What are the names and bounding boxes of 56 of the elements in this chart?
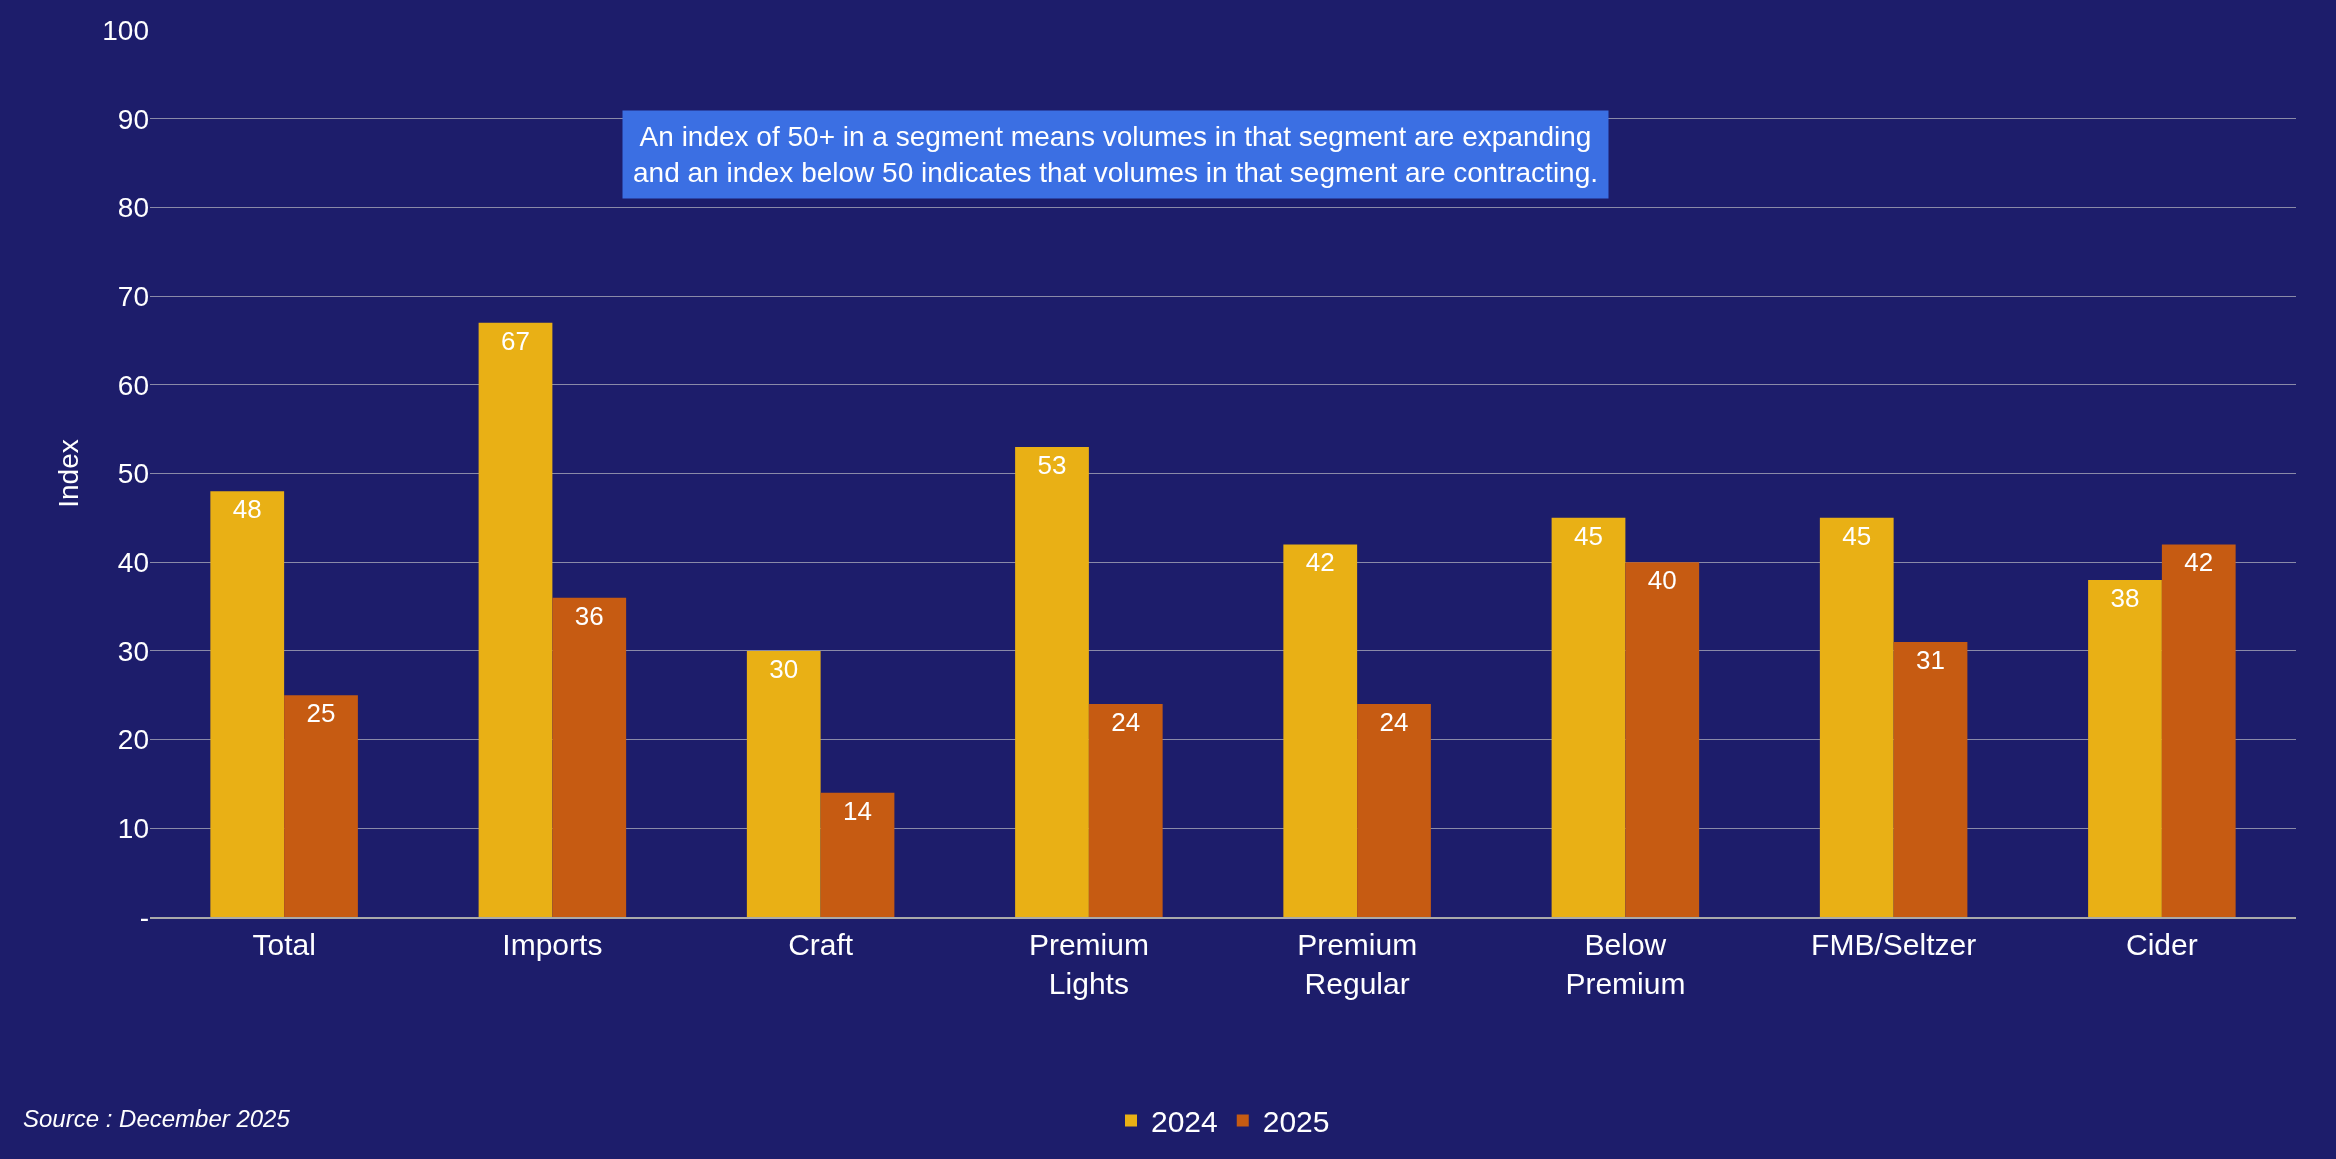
bar: [2088, 579, 2162, 917]
data-label: 53: [1037, 449, 1067, 480]
x-tick-label: Imports: [502, 928, 603, 961]
y-tick-label: 30: [117, 635, 149, 667]
y-tick-label: -: [139, 901, 149, 933]
annotation: An index of 50+ in a segment means volumes in that segment are expanding and an index below 50 indicates that volumes in that segment are contracting.: [633, 121, 1599, 189]
y-tick-label: 90: [117, 103, 149, 135]
x-tick-label: Premium Lights: [1028, 928, 1149, 1000]
x-tick-label: FMB/Seltzer: [1811, 928, 1977, 961]
bar: [820, 792, 895, 917]
x-tick-label: Cider: [2126, 928, 2198, 961]
y-tick-label: 100: [102, 14, 149, 46]
x-tick-label: Premium Regular: [1297, 928, 1418, 1000]
bar: [1551, 517, 1626, 917]
bar: [1357, 704, 1431, 917]
y-tick-label: 60: [117, 369, 149, 401]
data-label: 42: [1305, 547, 1335, 578]
data-label: 14: [843, 795, 872, 826]
data-label: 25: [306, 698, 336, 729]
bar: [1015, 446, 1089, 917]
source-note: Source : December 2025: [23, 1105, 291, 1132]
legend-label: 2025: [1262, 1105, 1330, 1139]
data-label: 31: [1916, 645, 1945, 676]
bar: [1283, 544, 1358, 917]
bar: [1819, 517, 1894, 917]
legend-label: 2024: [1151, 1105, 1218, 1139]
bar: [746, 650, 821, 917]
y-tick-label: 70: [117, 280, 149, 312]
x-tick-label: Craft: [788, 928, 854, 961]
bar: [552, 597, 627, 917]
bar: [1893, 642, 1968, 917]
y-tick-label: 40: [117, 547, 149, 578]
x-tick-label: Below Premium: [1565, 928, 1686, 1000]
data-label: 45: [1574, 520, 1603, 551]
data-label: 30: [769, 653, 799, 684]
data-label: 48: [232, 494, 262, 525]
y-tick-label: 10: [117, 813, 149, 845]
y-axis-title: Index: [52, 439, 84, 508]
bar: [284, 695, 358, 917]
data-label: 24: [1379, 707, 1409, 738]
data-label: 45: [1842, 520, 1872, 551]
bar: [1088, 704, 1163, 917]
data-label: 36: [574, 600, 604, 631]
data-label: 40: [1647, 565, 1677, 596]
bar: [1625, 562, 1700, 917]
y-tick-label: 80: [117, 192, 149, 224]
data-label: 38: [2110, 582, 2140, 613]
x-tick-label: Total: [252, 928, 316, 961]
data-label: 42: [2184, 547, 2214, 578]
data-label: 67: [501, 325, 530, 356]
bar: [2161, 544, 2236, 917]
bar: [478, 322, 553, 917]
y-tick-label: 20: [117, 724, 149, 756]
y-tick-label: 50: [117, 458, 149, 490]
bar: [210, 491, 285, 917]
data-label: 24: [1111, 707, 1141, 738]
